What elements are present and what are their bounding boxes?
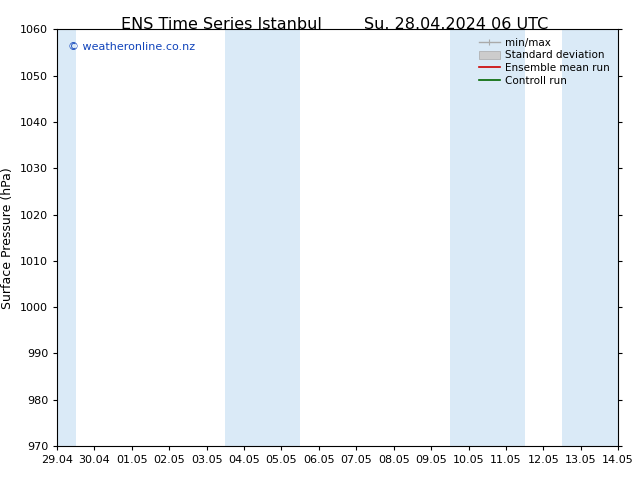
Bar <box>226 29 301 446</box>
Text: ENS Time Series Istanbul: ENS Time Series Istanbul <box>122 17 322 32</box>
Bar <box>450 29 525 446</box>
Bar <box>38 29 76 446</box>
Y-axis label: Surface Pressure (hPa): Surface Pressure (hPa) <box>1 167 15 309</box>
Text: Su. 28.04.2024 06 UTC: Su. 28.04.2024 06 UTC <box>365 17 548 32</box>
Bar <box>562 29 634 446</box>
Text: © weatheronline.co.nz: © weatheronline.co.nz <box>68 42 195 52</box>
Legend: min/max, Standard deviation, Ensemble mean run, Controll run: min/max, Standard deviation, Ensemble me… <box>476 35 613 89</box>
